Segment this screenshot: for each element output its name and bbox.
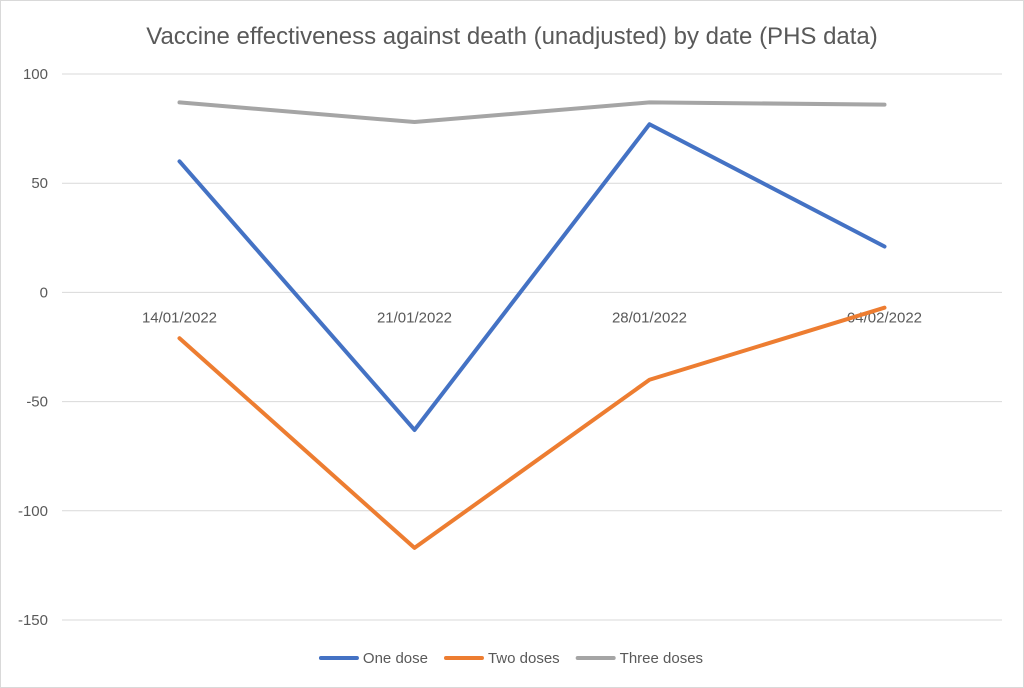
y-tick-label: -150: [18, 612, 48, 629]
legend-label: Three doses: [620, 650, 703, 667]
y-tick-label: -50: [26, 394, 48, 411]
y-tick-label: 50: [31, 175, 48, 192]
y-tick-label: 0: [40, 284, 48, 301]
x-axis-tick-labels: 14/01/2022 21/01/2022 28/01/2022 04/02/2022: [142, 309, 922, 326]
x-tick-label: 28/01/2022: [612, 309, 687, 326]
series-line-one-dose: [177, 122, 887, 432]
x-tick-label: 21/01/2022: [377, 309, 452, 326]
gridlines: [62, 73, 1002, 621]
chart-title: Vaccine effectiveness against death (una…: [146, 23, 878, 50]
x-tick-label: 04/02/2022: [847, 309, 922, 326]
series-lines: [177, 100, 887, 550]
y-tick-label: 100: [23, 66, 48, 83]
legend-label: One dose: [363, 650, 428, 667]
y-axis-tick-labels: 100 50 0 -50 -100 -150: [18, 66, 48, 629]
series-line-three-doses: [177, 100, 887, 125]
x-tick-label: 14/01/2022: [142, 309, 217, 326]
series-line-two-doses: [177, 305, 887, 550]
legend: One dose Two doses Three doses: [318, 650, 703, 667]
legend-label: Two doses: [488, 650, 560, 667]
y-tick-label: -100: [18, 503, 48, 520]
